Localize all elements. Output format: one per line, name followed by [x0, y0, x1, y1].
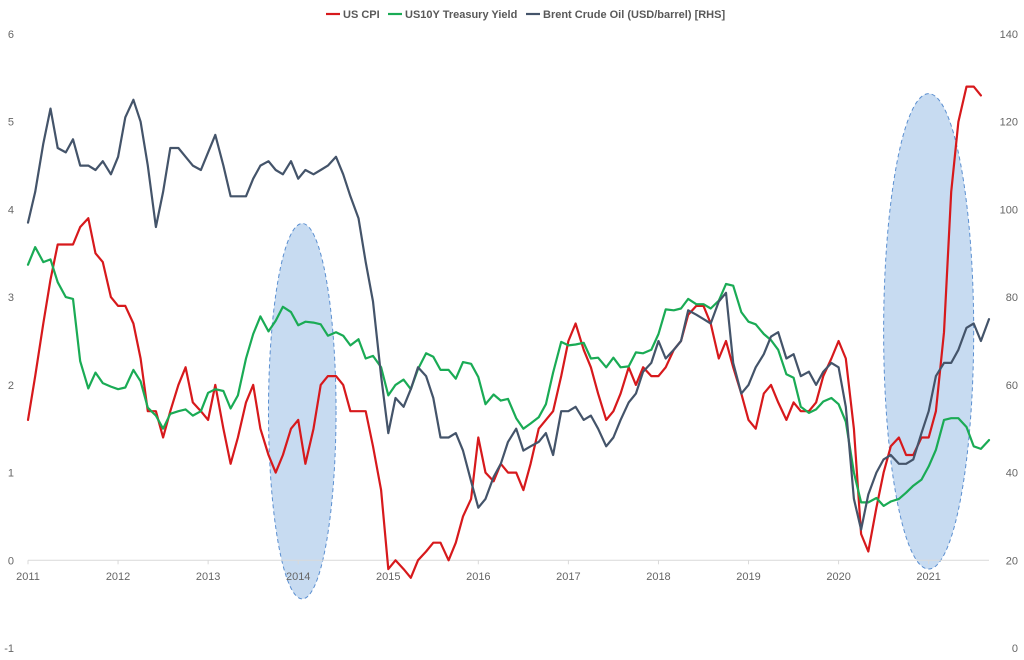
- x-tick-label: 2011: [16, 571, 40, 583]
- left-y-tick-label: 2: [8, 380, 14, 392]
- highlight-ellipse-2: [883, 93, 975, 570]
- x-tick-label: 2013: [196, 571, 220, 583]
- right-y-tick-label: 80: [1006, 292, 1018, 304]
- left-y-tick-label: 4: [8, 204, 14, 216]
- legend-label-3: Brent Crude Oil (USD/barrel) [RHS]: [543, 9, 725, 21]
- x-tick-label: 2018: [646, 571, 670, 583]
- left-y-tick-label: 6: [8, 29, 14, 41]
- left-y-tick-label: 5: [8, 117, 14, 129]
- x-tick-label: 2014: [286, 571, 310, 583]
- x-tick-label: 2015: [376, 571, 400, 583]
- left-y-tick-label: 3: [8, 292, 14, 304]
- right-y-tick-label: 100: [1000, 204, 1018, 216]
- right-y-tick-label: 0: [1012, 643, 1018, 655]
- x-tick-label: 2012: [106, 571, 130, 583]
- legend-label-1: US CPI: [343, 9, 380, 21]
- series-layer: [26, 85, 991, 579]
- left-y-tick-label: 1: [8, 468, 14, 480]
- series-line-2: [26, 246, 991, 507]
- right-y-tick-label: 20: [1006, 555, 1018, 567]
- right-y-tick-label: 120: [1000, 117, 1018, 129]
- right-y-tick-label: 140: [1000, 29, 1018, 41]
- x-tick-label: 2020: [826, 571, 850, 583]
- x-tick-label: 2019: [736, 571, 760, 583]
- x-tick-label: 2017: [556, 571, 580, 583]
- left-y-tick-label: 0: [8, 555, 14, 567]
- x-tick-label: 2016: [466, 571, 490, 583]
- series-line-3: [26, 98, 991, 531]
- left-y-tick-label: -1: [4, 643, 14, 655]
- highlight-ellipse-1: [267, 222, 337, 600]
- legend-label-2: US10Y Treasury Yield: [405, 9, 517, 21]
- x-tick-label: 2021: [916, 571, 940, 583]
- highlight-layer: [267, 93, 975, 600]
- series-line-1: [26, 85, 983, 579]
- right-y-tick-label: 40: [1006, 468, 1018, 480]
- legend: US CPI US10Y Treasury Yield Brent Crude Oi…: [326, 9, 725, 21]
- right-y-tick-label: 60: [1006, 380, 1018, 392]
